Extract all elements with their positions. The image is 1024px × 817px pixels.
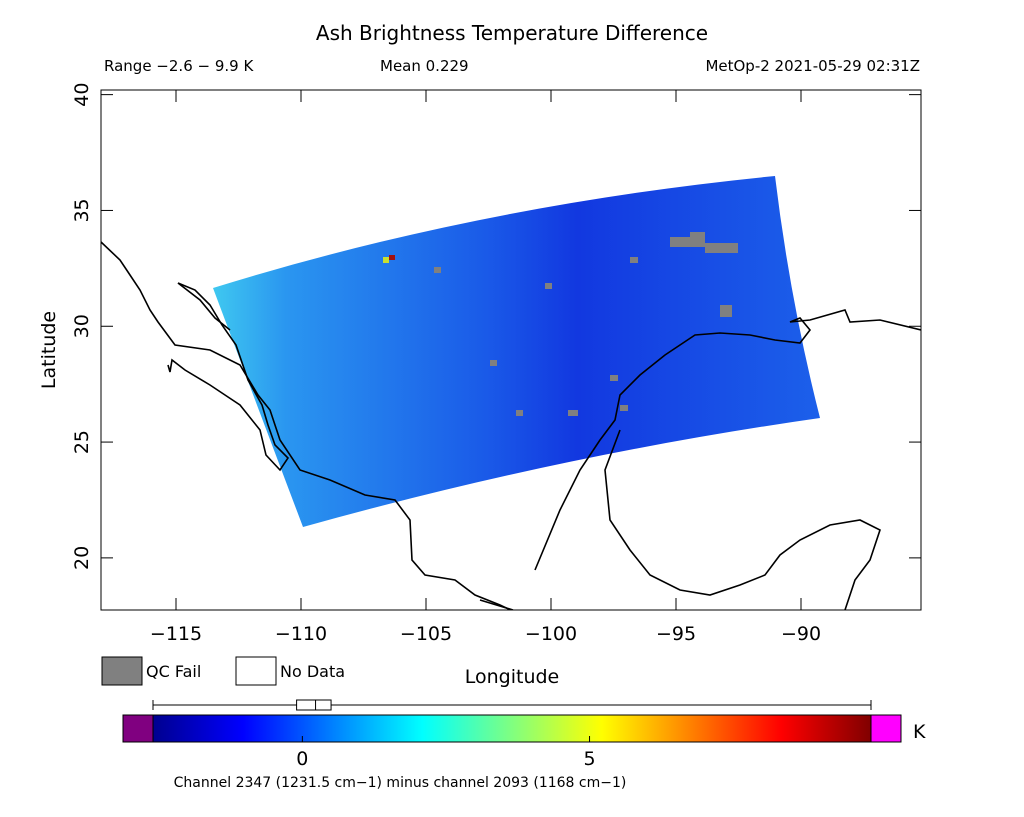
y-tick-label: 25: [71, 430, 93, 454]
y-tick-label: 40: [71, 83, 93, 107]
swath: [213, 176, 820, 527]
chart-title: Ash Brightness Temperature Difference: [316, 21, 708, 45]
colorbar-over: [870, 714, 902, 743]
y-tick-label: 30: [71, 314, 93, 338]
legend-swatch: [101, 656, 143, 686]
x-tick-label: −110: [275, 623, 327, 645]
satellite-text: MetOp-2 2021-05-29 02:31Z: [705, 57, 920, 75]
y-axis-label: Latitude: [38, 311, 60, 389]
colorbar-unit: K: [913, 721, 926, 743]
caption: Channel 2347 (1231.5 cm−1) minus channel…: [174, 775, 627, 791]
range-text: Range −2.6 − 9.9 K: [104, 57, 254, 75]
ticks: [101, 90, 921, 610]
hot-pixel: [389, 255, 395, 260]
qc-fail-pixels: [434, 232, 738, 416]
plot-frame: [100, 89, 922, 611]
colorbar-tick-label: 5: [583, 748, 595, 770]
colorbar-tick-label: 0: [296, 748, 308, 770]
mean-text: Mean 0.229: [380, 57, 469, 75]
map-area: [101, 176, 921, 610]
x-tick-label: −115: [150, 623, 202, 645]
x-axis-label: Longitude: [465, 666, 560, 688]
box: [296, 699, 332, 711]
legend-label: QC Fail: [146, 662, 201, 681]
y-tick-label: 20: [71, 546, 93, 570]
x-tick-label: −100: [525, 623, 577, 645]
x-tick-label: −90: [781, 623, 821, 645]
colorbar: [152, 714, 872, 743]
y-tick-label: 35: [71, 198, 93, 222]
hot-pixel: [383, 257, 389, 263]
coastline: [101, 241, 921, 610]
x-tick-label: −95: [656, 623, 696, 645]
colorbar-under: [122, 714, 154, 743]
x-tick-label: −105: [400, 623, 452, 645]
legend-swatch: [235, 656, 277, 686]
legend-label: No Data: [280, 662, 345, 681]
